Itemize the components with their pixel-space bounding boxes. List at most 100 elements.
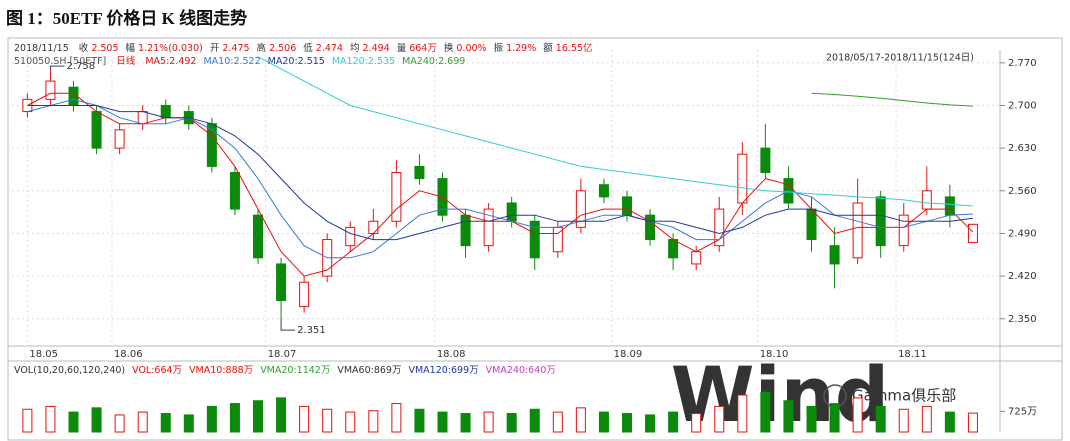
volume-bar [22, 408, 33, 433]
quote-item: 均 2.494 [350, 43, 390, 54]
quote-value: 2.506 [269, 43, 297, 54]
volume-bar [45, 405, 56, 433]
quote-item: 开 2.475 [210, 43, 250, 54]
ma-line [27, 105, 973, 241]
x-tick-label: 18.07 [268, 349, 297, 360]
candle-body [852, 202, 863, 259]
brand: Gamma俱乐部 [852, 387, 956, 405]
candle-body [253, 214, 263, 259]
quote-bar: 2018/11/15 收 2.505 幅 1.21%(0.030) 开 2.475 高 2.5… [14, 40, 599, 54]
annotation-leader [280, 318, 296, 331]
volume-bar [737, 394, 748, 433]
legend-entry: VMA120:699万 [408, 365, 479, 376]
candle-body [645, 214, 656, 241]
x-tick-label: 18.09 [614, 349, 643, 360]
candle-body [483, 208, 494, 247]
quote-label: 幅 [125, 43, 136, 54]
quote-label: 均 [349, 43, 360, 54]
quote-date: 2018/11/15 [14, 43, 69, 54]
candle-body [691, 251, 702, 265]
candle-body [714, 208, 725, 247]
quote-item: 幅 1.21%(0.030) [126, 43, 203, 54]
volume-bar [137, 411, 148, 433]
volume-bar [68, 411, 79, 433]
legend-entry: VMA240:640万 [485, 365, 556, 376]
volume-bar [806, 405, 817, 433]
quote-label: 低 [303, 43, 313, 54]
volume-bar [645, 414, 656, 433]
quote-value: 2.494 [362, 43, 390, 54]
x-tick-label: 18.06 [114, 349, 143, 360]
x-tick-label: 18.08 [437, 349, 466, 360]
quote-item: 低 2.474 [303, 43, 343, 54]
annotation: 2.351 [297, 325, 326, 336]
quote-value: 0.00% [456, 43, 487, 54]
candle-body [45, 80, 56, 100]
volume-legend: VOL(10,20,60,120,240) VOL:664万 VMA10:888万 V… [14, 362, 563, 376]
candle-body [414, 165, 425, 180]
x-tick-label: 18.10 [760, 349, 789, 360]
y-tick-label: 2.490 [1008, 228, 1037, 239]
candle-body [299, 281, 310, 308]
candle-body [829, 245, 840, 265]
candle-body [91, 111, 102, 149]
volume-bar [575, 407, 586, 433]
candle-body [229, 172, 240, 210]
quote-item: 振 1.29% [494, 43, 537, 54]
y-tick-label: 2.420 [1008, 271, 1037, 282]
candle-body [668, 239, 679, 259]
volume-bar [253, 400, 263, 433]
candle-body [345, 226, 356, 247]
legend-entry: VMA60:869万 [337, 365, 402, 376]
volume-bar [875, 405, 886, 433]
volume-bar [483, 411, 494, 433]
candle-body [368, 220, 379, 234]
candle-body [898, 214, 909, 247]
quote-item: 收 2.505 [79, 43, 119, 54]
legend-entry: MA120:2.535 [331, 56, 396, 67]
quote-label: 振 [493, 43, 504, 54]
y-tick-label: 2.700 [1008, 100, 1037, 111]
candle-body [598, 184, 609, 198]
legend-entry: VOL(10,20,60,120,240) [14, 365, 126, 376]
candle-body [622, 196, 632, 216]
quote-value: 2.475 [222, 43, 250, 54]
quote-label: 收 [78, 43, 89, 54]
quote-value: 16.55亿 [555, 43, 593, 54]
range-label: 2018/05/17-2018/11/15(124日) [826, 53, 974, 64]
candle-body [391, 172, 402, 222]
volume-bar [829, 403, 840, 433]
quote-label: 额 [543, 43, 553, 54]
candle-body [737, 153, 748, 204]
volume-bar [783, 400, 794, 433]
quote-value: 2.474 [315, 43, 343, 54]
legend: 510050.SH [50ETF] 日线 MA5:2.492 MA10:2.522… [14, 53, 472, 67]
volume-bar [114, 414, 125, 433]
ma-line [811, 92, 973, 107]
volume-bar [714, 405, 725, 433]
quote-value: 664万 [409, 43, 437, 54]
volume-bar [414, 408, 425, 433]
candle-body [460, 214, 471, 247]
volume-bar [506, 413, 517, 433]
candle-body [760, 147, 771, 174]
quote-label: 高 [256, 43, 267, 54]
symbol: 510050.SH [50ETF] [14, 56, 107, 67]
volume-bar [206, 405, 217, 433]
volume-bar [391, 403, 402, 433]
volume-bar [229, 403, 240, 433]
volume-bar [898, 408, 909, 433]
annotation: 2.758 [66, 61, 95, 72]
candle-body [575, 190, 586, 228]
volume-bar [598, 411, 609, 433]
volume-bar [760, 391, 771, 433]
volume-bar [368, 410, 379, 433]
quote-item: 量 664万 [397, 43, 437, 54]
volume-bar [91, 407, 102, 433]
legend-entry: MA20:2.515 [267, 56, 325, 67]
volume-bar [967, 412, 978, 433]
y-tick-label: 2.630 [1008, 143, 1037, 154]
quote-label: 换 [443, 43, 454, 54]
legend-entry: MA10:2.522 [203, 56, 261, 67]
